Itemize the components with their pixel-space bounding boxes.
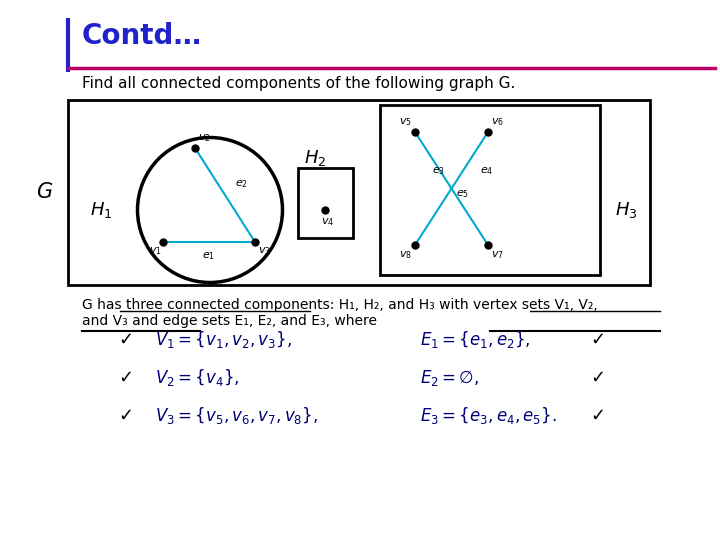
Text: Contd…: Contd… <box>82 22 202 50</box>
Text: G has three connected components: H₁, H₂, and H₃ with vertex sets V₁, V₂,: G has three connected components: H₁, H₂… <box>82 298 598 312</box>
Text: $E_2 = \emptyset,$: $E_2 = \emptyset,$ <box>420 368 479 388</box>
Text: $e_4$: $e_4$ <box>480 165 493 177</box>
Text: $v_1$: $v_1$ <box>149 245 162 257</box>
Text: $G$: $G$ <box>37 182 53 202</box>
Bar <box>380 105 600 275</box>
Text: $V_3 = \{v_5, v_6, v_7, v_8\},$: $V_3 = \{v_5, v_6, v_7, v_8\},$ <box>155 406 318 427</box>
Text: $e_1$: $e_1$ <box>202 250 215 262</box>
Text: ✓: ✓ <box>590 369 605 387</box>
Text: $v_5$: $v_5$ <box>399 116 412 128</box>
Text: ✓: ✓ <box>118 369 133 387</box>
Text: $v_3$: $v_3$ <box>258 245 271 257</box>
Text: $v_8$: $v_8$ <box>399 249 412 261</box>
Text: $H_3$: $H_3$ <box>615 200 637 220</box>
Text: $e_5$: $e_5$ <box>456 188 469 200</box>
Text: $E_3 = \{e_3, e_4, e_5\}.$: $E_3 = \{e_3, e_4, e_5\}.$ <box>420 406 557 427</box>
Text: $H_1$: $H_1$ <box>90 200 112 220</box>
Text: ✓: ✓ <box>118 407 133 425</box>
Text: $E_1 = \{e_1, e_2\},$: $E_1 = \{e_1, e_2\},$ <box>420 329 531 350</box>
Text: $v_7$: $v_7$ <box>491 249 504 261</box>
Text: ✓: ✓ <box>118 331 133 349</box>
Text: $V_2 = \{v_4\},$: $V_2 = \{v_4\},$ <box>155 368 239 388</box>
Text: $e_2$: $e_2$ <box>235 178 248 190</box>
Text: $V_1 = \{v_1, v_2, v_3\},$: $V_1 = \{v_1, v_2, v_3\},$ <box>155 329 292 350</box>
Text: and V₃ and edge sets E₁, E₂, and E₃, where: and V₃ and edge sets E₁, E₂, and E₃, whe… <box>82 314 377 328</box>
Text: Find all connected components of the following graph G.: Find all connected components of the fol… <box>82 76 516 91</box>
Bar <box>68 100 650 285</box>
Text: $H_2$: $H_2$ <box>304 148 326 168</box>
Text: $e_3$: $e_3$ <box>431 165 444 177</box>
Text: $v_4$: $v_4$ <box>321 216 334 228</box>
Text: $v_2$: $v_2$ <box>198 132 211 144</box>
Bar <box>298 168 353 238</box>
Text: ✓: ✓ <box>590 331 605 349</box>
Text: ✓: ✓ <box>590 407 605 425</box>
Text: $v_6$: $v_6$ <box>491 116 504 128</box>
